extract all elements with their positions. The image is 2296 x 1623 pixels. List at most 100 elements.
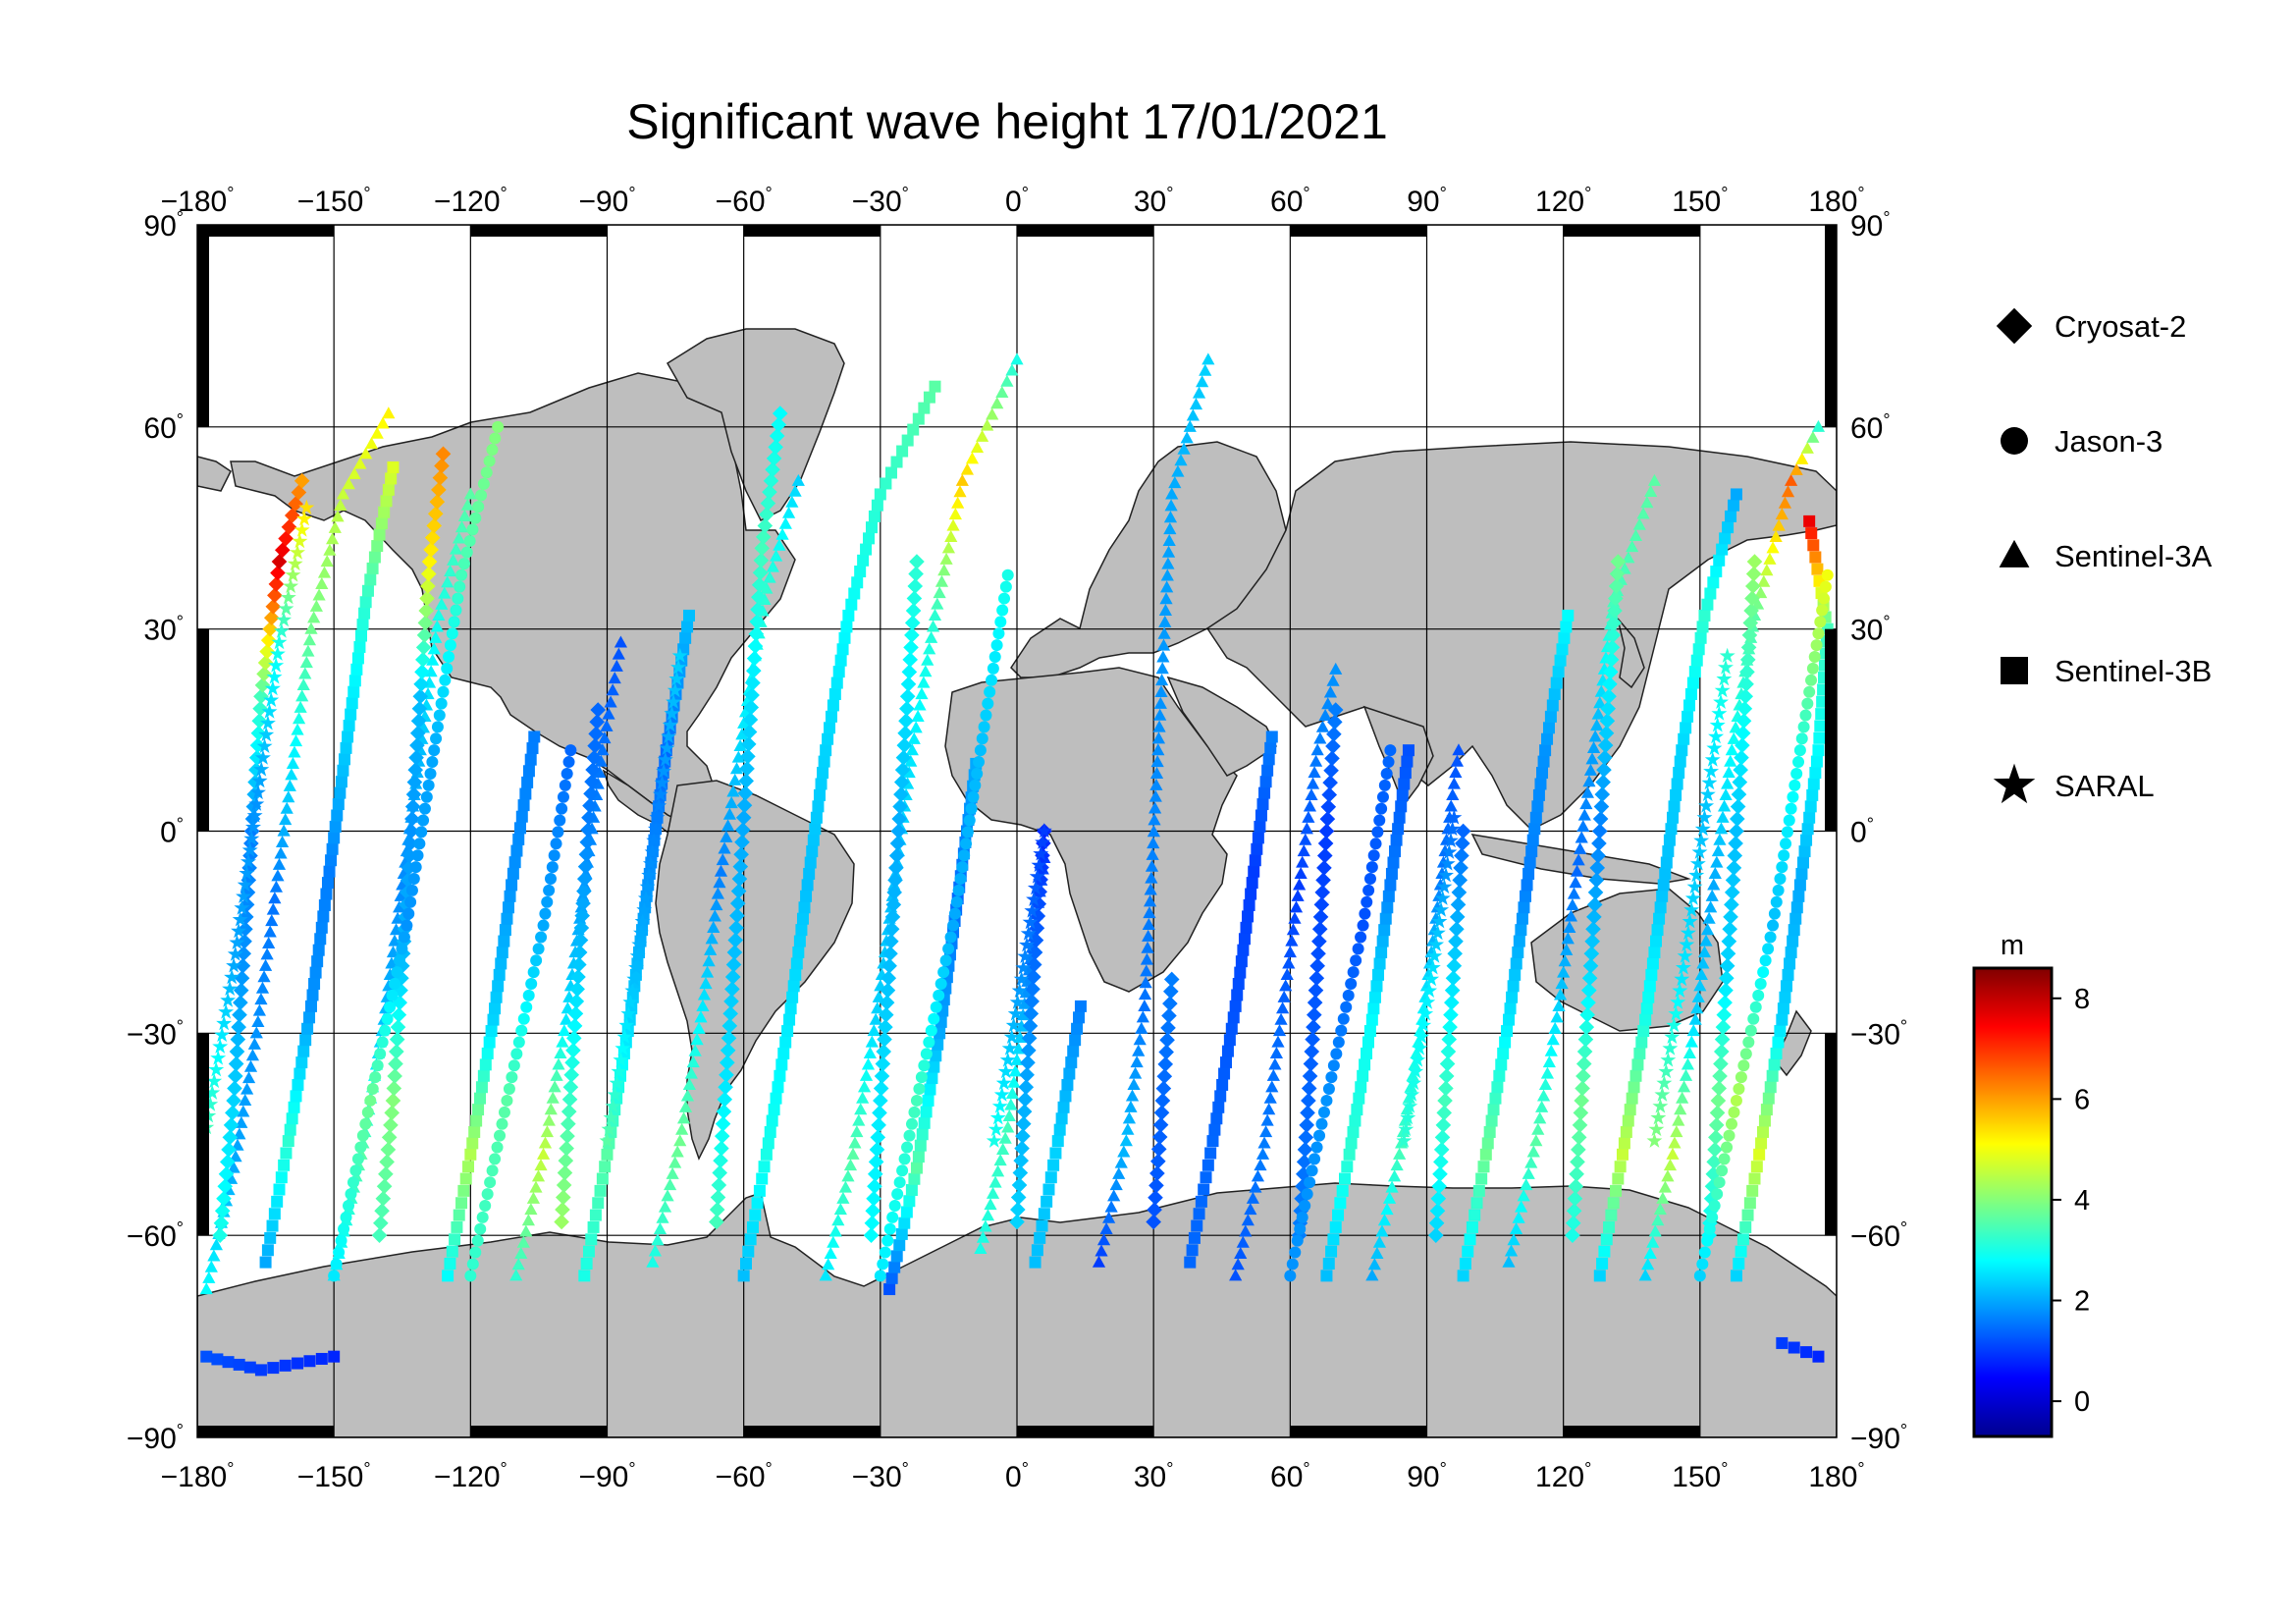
data-point-circle <box>896 1164 909 1177</box>
data-point-triangle <box>1658 1180 1673 1193</box>
data-point-square <box>1637 1025 1650 1038</box>
data-point-diamond <box>894 762 911 778</box>
data-point-square <box>918 402 931 414</box>
map-area <box>197 225 1837 1437</box>
data-point-triangle <box>298 667 312 679</box>
data-point-square <box>840 621 853 633</box>
data-point-triangle <box>648 1244 663 1257</box>
data-point-square <box>200 1350 213 1363</box>
data-point-circle <box>1342 989 1355 1001</box>
data-point-circle <box>476 1211 489 1223</box>
data-point-diamond <box>1434 1129 1451 1146</box>
data-point-triangle <box>919 665 933 677</box>
data-point-diamond <box>1744 590 1760 607</box>
data-point-circle <box>974 744 987 757</box>
data-point-triangle <box>1535 1100 1549 1112</box>
data-point-diamond <box>711 1177 727 1193</box>
data-point-diamond <box>1435 1117 1452 1133</box>
data-point-diamond <box>1738 676 1754 692</box>
data-point-triangle <box>1714 822 1729 835</box>
data-point-diamond <box>730 883 747 899</box>
data-point-diamond <box>1452 872 1468 889</box>
data-point-diamond <box>1162 983 1179 1000</box>
data-point-triangle <box>560 1012 573 1025</box>
data-point-diamond <box>1736 700 1753 717</box>
data-point-diamond <box>715 1115 731 1132</box>
data-point-diamond <box>214 1203 231 1219</box>
data-point-circle <box>1327 1059 1340 1072</box>
data-point-square <box>284 1123 296 1136</box>
data-point-square <box>1367 1002 1380 1015</box>
data-point-square <box>446 1245 458 1258</box>
data-point-triangle <box>320 555 334 568</box>
data-point-diamond <box>1301 1093 1316 1109</box>
data-point-circle <box>948 907 961 920</box>
data-point-diamond <box>872 1105 887 1121</box>
data-point-diamond <box>1730 798 1746 815</box>
data-point-circle <box>426 756 439 769</box>
data-point-circle <box>333 1246 346 1259</box>
data-point-triangle <box>245 1049 260 1061</box>
data-point-triangle <box>710 898 723 911</box>
data-point-diamond <box>1147 1202 1162 1217</box>
data-point-circle <box>1340 1001 1353 1013</box>
data-point-square <box>1733 1257 1745 1270</box>
data-point-diamond <box>578 846 595 863</box>
data-point-diamond <box>768 439 783 456</box>
data-point-triangle <box>661 1189 674 1202</box>
data-point-square <box>783 1013 796 1026</box>
data-point-triangle <box>1569 876 1582 889</box>
data-point-square <box>1688 666 1701 678</box>
data-point-square <box>1643 980 1656 993</box>
data-point-square <box>345 708 357 721</box>
data-point-triangle <box>1199 363 1212 376</box>
data-point-triangle <box>979 1219 992 1232</box>
data-point-square <box>1042 1183 1055 1196</box>
data-point-square <box>1497 1047 1510 1059</box>
data-point-circle <box>1742 1036 1755 1049</box>
data-point-triangle <box>1393 1147 1407 1160</box>
data-point-triangle <box>1121 1122 1135 1135</box>
data-point-star <box>993 1086 1010 1102</box>
data-point-square <box>1656 890 1669 902</box>
data-point-triangle <box>1276 1001 1290 1014</box>
data-point-square <box>1353 1092 1365 1105</box>
data-point-star <box>668 671 685 686</box>
lat-tick-left: −30° <box>127 1016 184 1051</box>
data-point-triangle <box>1133 1033 1147 1046</box>
data-point-square <box>1730 488 1742 501</box>
data-point-triangle <box>1096 1233 1111 1246</box>
data-point-square <box>1332 1209 1345 1221</box>
data-point-triangle <box>1502 1255 1516 1268</box>
data-point-diamond <box>1609 566 1626 582</box>
data-point-triangle <box>1007 1075 1021 1088</box>
data-point-square <box>1660 856 1673 869</box>
data-point-square <box>282 1135 294 1148</box>
data-point-star <box>1026 891 1042 906</box>
data-point-diamond <box>1587 885 1604 900</box>
data-point-triangle <box>1147 825 1160 838</box>
data-point-circle <box>1345 978 1358 991</box>
data-point-square <box>1254 820 1266 833</box>
data-point-square <box>1390 834 1403 846</box>
data-point-diamond <box>1565 1227 1580 1243</box>
data-point-diamond <box>1311 921 1328 938</box>
data-point-diamond <box>1156 1068 1173 1085</box>
data-point-triangle <box>984 1198 997 1211</box>
data-point-circle <box>489 1153 502 1165</box>
data-point-square <box>1534 778 1547 790</box>
data-point-triangle <box>444 565 457 577</box>
data-point-diamond <box>1596 762 1612 778</box>
data-point-triangle <box>656 1211 669 1223</box>
data-point-star <box>248 795 265 811</box>
data-point-diamond <box>579 834 596 850</box>
data-point-square <box>373 528 386 541</box>
data-point-triangle <box>1258 1125 1273 1138</box>
data-point-square <box>1552 666 1565 678</box>
data-point-square <box>813 788 826 801</box>
data-point-star <box>601 1120 617 1137</box>
data-point-triangle <box>1641 1258 1655 1271</box>
data-point-star <box>214 1026 231 1043</box>
data-point-square <box>1385 867 1398 880</box>
data-point-square <box>1750 1161 1763 1173</box>
